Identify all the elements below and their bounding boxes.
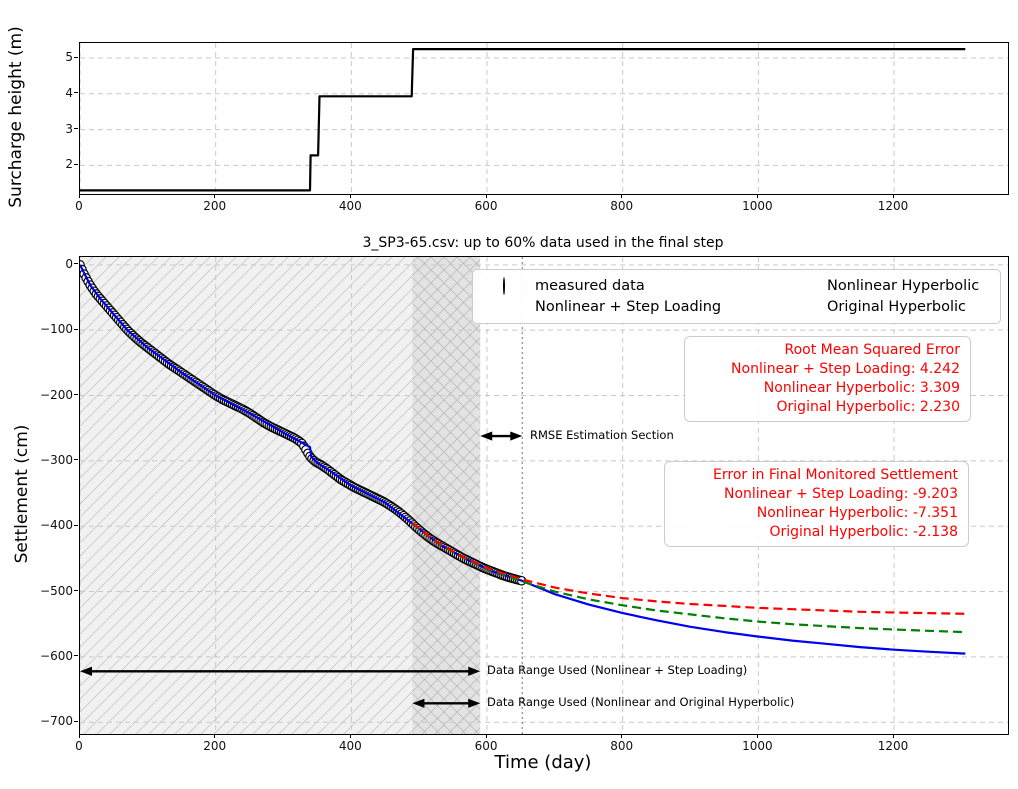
rmse-box-title: Root Mean Squared Error (784, 342, 960, 358)
y-tick-mark (74, 263, 78, 265)
legend-item-original-hyperbolic: Original Hyperbolic (773, 299, 994, 315)
surcharge-step-chart (80, 43, 1008, 194)
x-tick-label: 400 (338, 199, 362, 213)
series-surcharge-height-step (80, 47, 966, 192)
x-tick-mark (485, 194, 487, 198)
y-tick-mark (74, 92, 78, 94)
x-tick-label: 600 (474, 739, 498, 753)
x-tick-label: 0 (75, 199, 83, 213)
x-tick-mark (621, 194, 623, 198)
error-box-title: Error in Final Monitored Settlement (713, 467, 958, 483)
rmse-box-line: Original Hyperbolic: 2.230 (776, 399, 960, 415)
y-tick-label: −300 (40, 452, 73, 467)
x-tick-label: 0 (75, 739, 83, 753)
x-tick-mark (349, 734, 351, 738)
y-tick-label: 3 (65, 121, 73, 136)
y-tick-label: −600 (40, 648, 73, 663)
x-tick-mark (214, 734, 216, 738)
y-tick-mark (74, 394, 78, 396)
x-tick-label: 1000 (742, 739, 773, 753)
y-tick-mark (74, 720, 78, 722)
legend: measured data Nonlinear + Step Loading N… (472, 269, 1001, 324)
bottom-y-axis-label: Settlement (cm) (12, 424, 32, 564)
y-tick-label: 5 (65, 50, 73, 65)
y-tick-mark (74, 56, 78, 58)
y-tick-label: 0 (65, 256, 73, 271)
x-axis-label: Time (day) (494, 752, 592, 773)
settlement-chart (80, 257, 1008, 734)
x-tick-label: 1200 (877, 739, 909, 753)
x-tick-mark (78, 734, 80, 738)
circle-marker-icon (487, 277, 521, 295)
x-tick-mark (78, 194, 80, 198)
x-tick-mark (892, 194, 894, 198)
x-tick-label: 1000 (742, 199, 773, 213)
y-tick-mark (74, 128, 78, 130)
y-tick-label: −100 (40, 322, 73, 337)
legend-label: Nonlinear + Step Loading (535, 299, 722, 315)
y-tick-mark (74, 590, 78, 592)
final-error-annotation-box: Error in Final Monitored Settlement Nonl… (664, 461, 969, 547)
y-tick-label: 4 (65, 85, 73, 100)
x-tick-label: 800 (610, 739, 634, 753)
rmse-annotation-box: Root Mean Squared Error Nonlinear + Step… (684, 336, 971, 422)
legend-label: measured data (535, 278, 645, 294)
x-tick-mark (214, 194, 216, 198)
legend-item-nonlinear-hyperbolic: Nonlinear Hyperbolic (773, 278, 994, 294)
x-tick-mark (349, 194, 351, 198)
x-tick-label: 1200 (877, 199, 909, 213)
rmse-arrow (480, 431, 523, 441)
x-tick-mark (756, 734, 758, 738)
rmse-estimation-section-label: RMSE Estimation Section (530, 428, 674, 442)
error-box-line: Nonlinear + Step Loading: -9.203 (723, 486, 958, 502)
series-Original Hyperbolic (411, 522, 966, 615)
y-tick-label: −700 (40, 714, 73, 729)
legend-label: Original Hyperbolic (827, 299, 967, 315)
rmse-box-line: Nonlinear + Step Loading: 4.242 (731, 361, 960, 377)
y-tick-label: −200 (40, 387, 73, 402)
x-tick-label: 800 (610, 199, 634, 213)
rmse-box-line: Nonlinear Hyperbolic: 3.309 (763, 380, 960, 396)
data-range-hyperbolic-label: Data Range Used (Nonlinear and Original … (487, 695, 795, 709)
settlement-plot-area (79, 256, 1009, 735)
x-tick-mark (756, 194, 758, 198)
y-tick-mark (74, 459, 78, 461)
error-box-line: Original Hyperbolic: -2.138 (769, 524, 958, 540)
y-tick-label: 2 (65, 157, 73, 172)
x-tick-label: 200 (203, 199, 227, 213)
legend-item-measured-data: measured data (481, 277, 773, 295)
range-arrow-1 (80, 666, 481, 676)
x-tick-label: 600 (474, 199, 498, 213)
x-tick-label: 200 (203, 739, 227, 753)
data-range-step-loading-label: Data Range Used (Nonlinear + Step Loadin… (487, 663, 748, 677)
range-arrow-2 (412, 698, 481, 708)
legend-item-nonlinear-step-loading: Nonlinear + Step Loading (481, 299, 773, 315)
series-Nonlinear + Step Loading (80, 264, 966, 655)
x-tick-mark (621, 734, 623, 738)
x-tick-label: 400 (338, 739, 362, 753)
top-y-axis-label: Surcharge height (m) (6, 26, 26, 208)
y-tick-label: −500 (40, 583, 73, 598)
y-tick-mark (74, 655, 78, 657)
y-tick-label: −400 (40, 518, 73, 533)
page-title: 3_SP3-65.csv: up to 60% data used in the… (362, 235, 724, 251)
y-tick-mark (74, 524, 78, 526)
y-tick-mark (74, 328, 78, 330)
surcharge-plot-area (79, 42, 1009, 195)
error-box-line: Nonlinear Hyperbolic: -7.351 (756, 505, 958, 521)
y-tick-mark (74, 163, 78, 165)
x-tick-mark (892, 734, 894, 738)
x-tick-mark (485, 734, 487, 738)
legend-label: Nonlinear Hyperbolic (827, 278, 980, 294)
